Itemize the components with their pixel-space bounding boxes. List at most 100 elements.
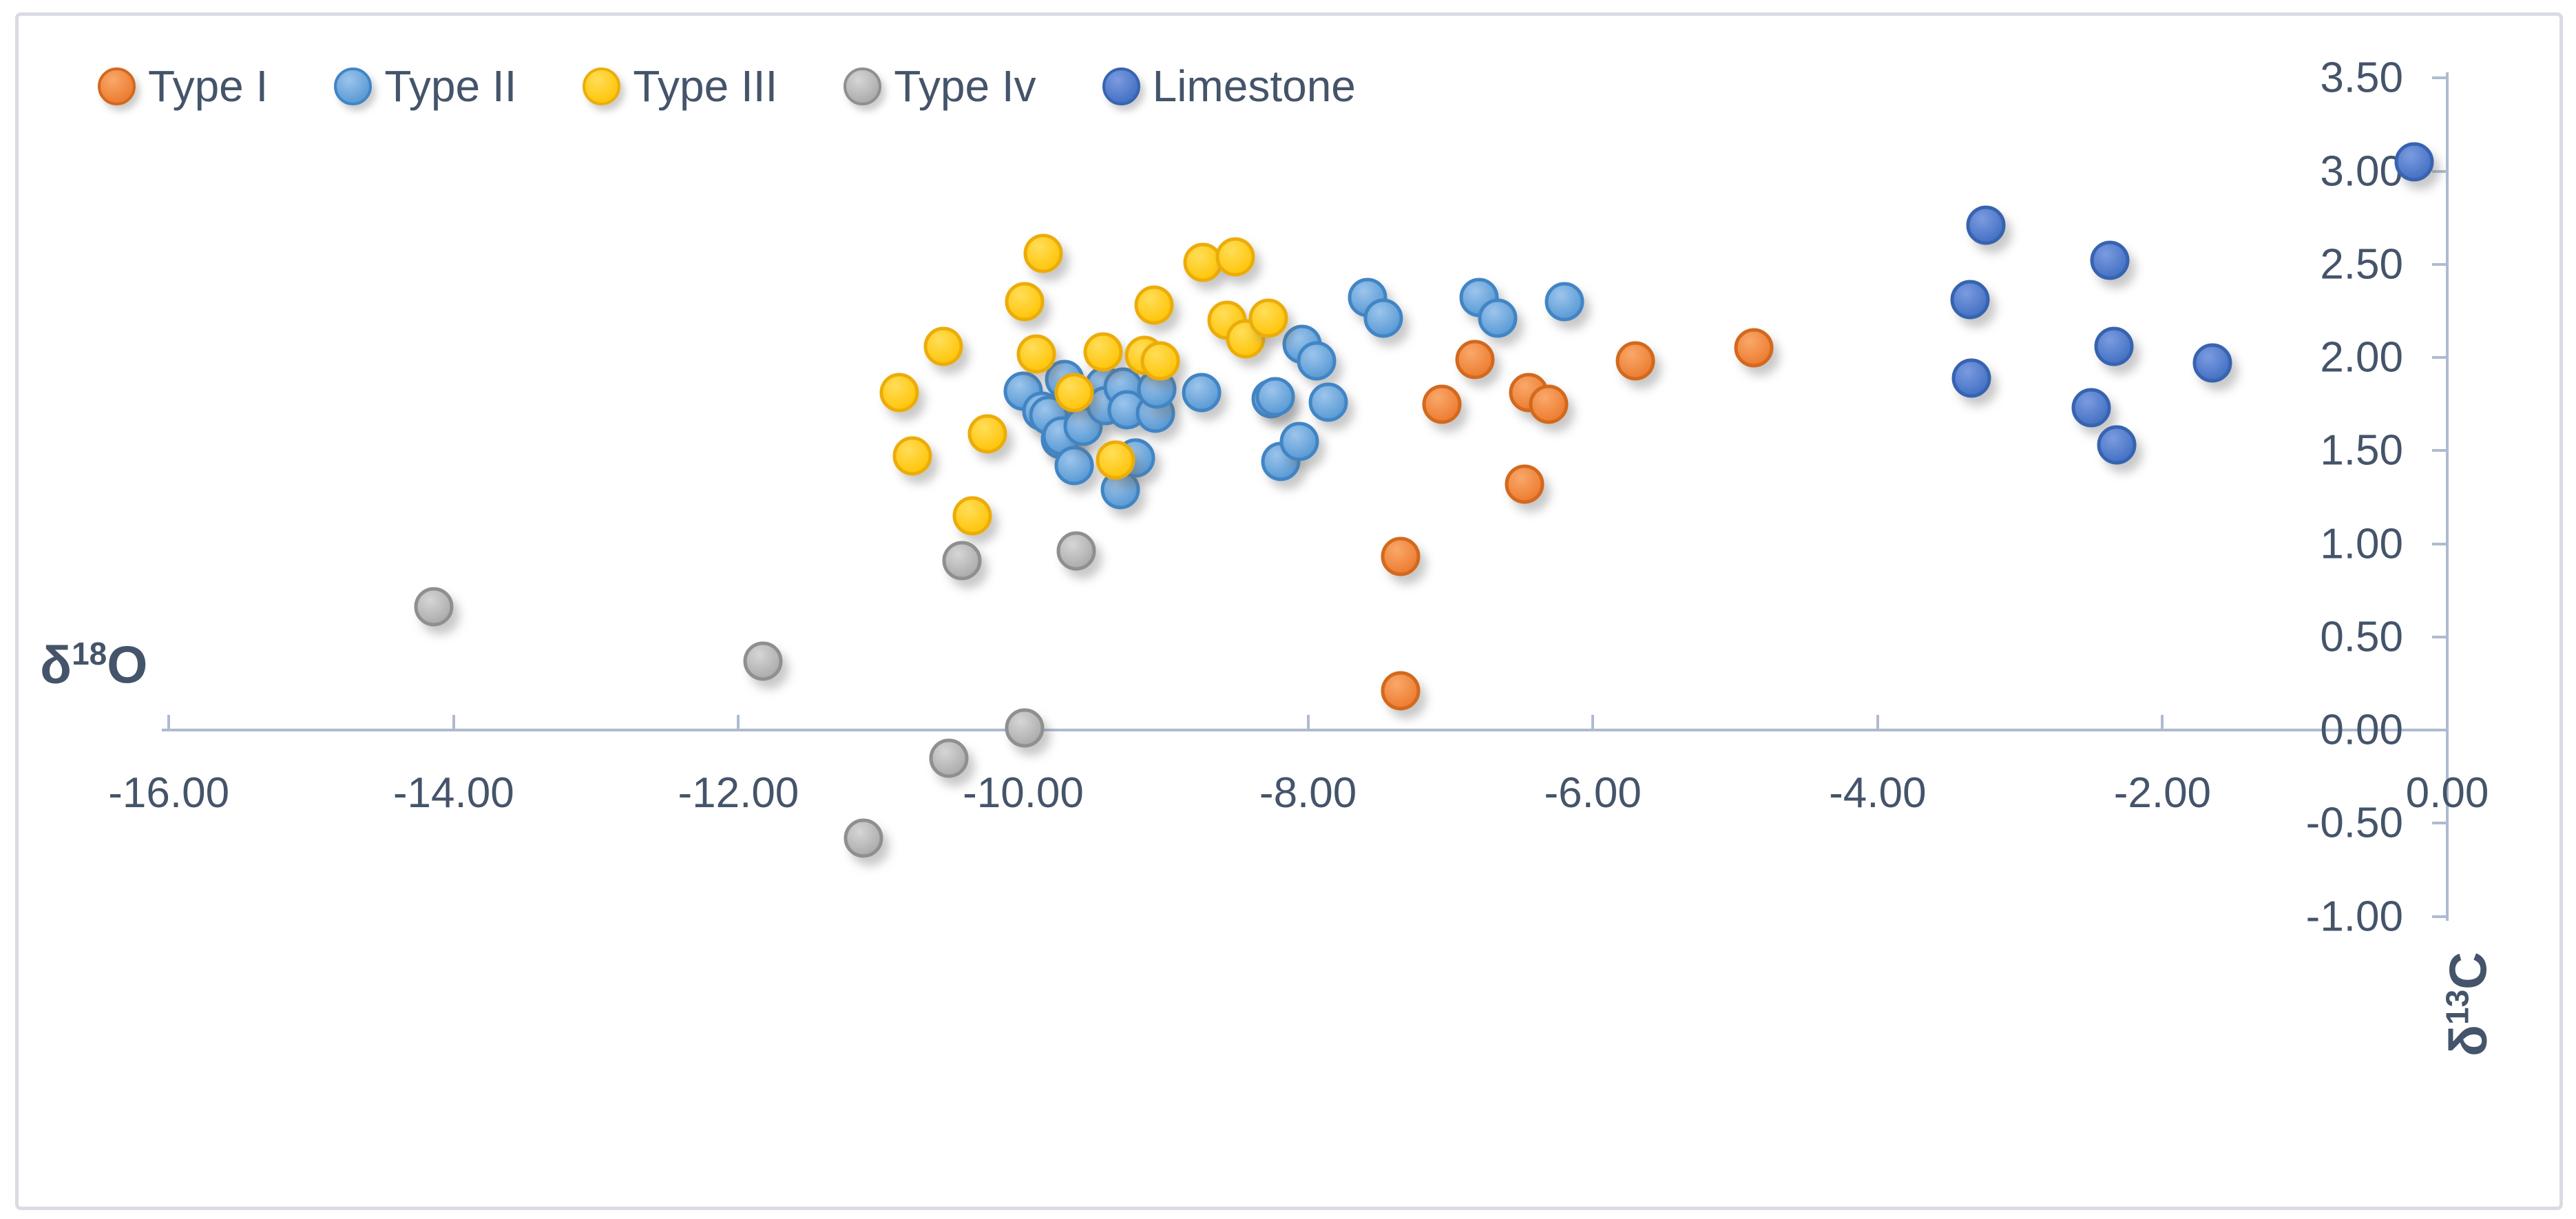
data-point-type-i[interactable] xyxy=(1381,536,1421,576)
x-axis-title-suffix: O xyxy=(107,636,148,695)
data-point-limestone[interactable] xyxy=(2192,343,2232,383)
data-point-type-ii[interactable] xyxy=(1308,382,1348,422)
data-point-type-ii[interactable] xyxy=(1279,421,1319,461)
data-point-type-iii[interactable] xyxy=(1083,332,1123,372)
legend-marker-icon xyxy=(98,67,136,105)
x-axis-tick xyxy=(167,715,171,730)
chart-legend: Type I Type II Type III Type Iv Limestone xyxy=(98,61,1356,112)
legend-marker-icon xyxy=(844,67,882,105)
data-point-type-ii[interactable] xyxy=(1544,282,1584,322)
data-point-type-ii[interactable] xyxy=(1054,446,1094,486)
x-axis-title: δ18O xyxy=(40,635,147,695)
y-axis-tick xyxy=(2432,356,2447,359)
data-point-type-iv[interactable] xyxy=(1005,708,1045,748)
y-axis-line xyxy=(2446,72,2449,921)
data-point-type-i[interactable] xyxy=(1422,384,1462,424)
data-point-type-iii[interactable] xyxy=(892,436,932,476)
data-point-type-iii[interactable] xyxy=(1248,298,1288,338)
legend-marker-icon xyxy=(583,67,621,105)
x-axis-tick-label: -4.00 xyxy=(1829,769,1927,817)
data-point-type-ii[interactable] xyxy=(1255,377,1295,417)
y-axis-tick xyxy=(2432,822,2447,825)
y-axis-title-sup: 13 xyxy=(2439,989,2475,1025)
y-axis-tick xyxy=(2432,729,2447,731)
legend-label: Limestone xyxy=(1152,61,1356,111)
data-point-type-iii[interactable] xyxy=(1215,237,1255,277)
legend-item-type-iii[interactable]: Type III xyxy=(583,61,777,112)
x-axis-title-sup: 18 xyxy=(72,636,107,671)
data-point-type-iii[interactable] xyxy=(1140,341,1180,381)
data-point-type-i[interactable] xyxy=(1734,328,1774,368)
x-axis-tick-label: -16.00 xyxy=(108,769,230,817)
data-point-type-i[interactable] xyxy=(1505,464,1544,504)
data-point-limestone[interactable] xyxy=(1951,358,1991,398)
data-point-type-ii[interactable] xyxy=(1363,298,1403,338)
data-point-limestone[interactable] xyxy=(2094,326,2134,366)
legend-marker-icon xyxy=(334,67,373,105)
x-axis-tick xyxy=(1876,715,1879,730)
data-point-type-iii[interactable] xyxy=(967,414,1007,454)
x-axis-tick xyxy=(1591,715,1595,730)
data-point-type-iv[interactable] xyxy=(743,641,783,681)
data-point-type-iv[interactable] xyxy=(844,818,883,858)
legend-marker-icon xyxy=(1102,67,1140,105)
data-point-type-i[interactable] xyxy=(1381,671,1421,711)
data-point-type-i[interactable] xyxy=(1615,341,1655,381)
data-point-type-ii[interactable] xyxy=(1478,298,1518,338)
data-point-type-ii[interactable] xyxy=(1297,341,1337,381)
data-point-type-iv[interactable] xyxy=(929,738,969,778)
x-axis-tick-label: -8.00 xyxy=(1259,769,1357,817)
y-axis-tick-label: 2.00 xyxy=(2320,333,2403,382)
y-axis-tick-label: 2.50 xyxy=(2320,240,2403,289)
data-point-type-iv[interactable] xyxy=(1056,531,1096,571)
y-axis-tick xyxy=(2432,76,2447,80)
legend-item-type-ii[interactable]: Type II xyxy=(334,61,516,112)
x-axis-tick xyxy=(1306,715,1310,730)
y-axis-tick-label: -1.00 xyxy=(2305,893,2403,940)
data-point-type-iii[interactable] xyxy=(923,326,963,366)
data-point-type-iii[interactable] xyxy=(1054,373,1094,413)
chart-border xyxy=(15,12,2563,1210)
y-axis-tick xyxy=(2432,915,2447,918)
data-point-limestone[interactable] xyxy=(2394,142,2434,182)
legend-label: Type II xyxy=(384,61,517,111)
x-axis-tick-label: -2.00 xyxy=(2113,769,2212,817)
y-axis-tick-label: 1.50 xyxy=(2320,426,2403,475)
y-axis-tick-label: 0.50 xyxy=(2320,613,2403,661)
y-axis-tick xyxy=(2432,449,2447,452)
y-axis-title-suffix: C xyxy=(2439,951,2498,990)
legend-label: Type III xyxy=(633,61,778,111)
data-point-type-iii[interactable] xyxy=(1005,282,1045,322)
data-point-type-iii[interactable] xyxy=(1096,440,1135,480)
x-axis-line xyxy=(162,729,2447,731)
legend-item-type-i[interactable]: Type I xyxy=(98,61,268,112)
data-point-type-iii[interactable] xyxy=(952,496,992,536)
data-point-type-i[interactable] xyxy=(1529,384,1569,424)
y-axis-tick-label: 3.00 xyxy=(2320,147,2403,195)
y-axis-tick xyxy=(2432,542,2447,545)
y-axis-tick xyxy=(2432,169,2447,173)
x-axis-tick xyxy=(452,715,455,730)
legend-item-type-iv[interactable]: Type Iv xyxy=(844,61,1036,112)
data-point-type-iv[interactable] xyxy=(414,587,454,627)
data-point-type-i[interactable] xyxy=(1455,340,1495,379)
data-point-limestone[interactable] xyxy=(2071,388,2111,428)
data-point-type-ii[interactable] xyxy=(1182,373,1221,413)
data-point-type-iii[interactable] xyxy=(1134,285,1174,325)
y-axis-tick-label: -0.50 xyxy=(2305,799,2403,847)
data-point-limestone[interactable] xyxy=(1950,280,1990,320)
x-axis-tick-label: 0.00 xyxy=(2405,769,2489,817)
data-point-type-iii[interactable] xyxy=(879,373,919,413)
y-axis-tick xyxy=(2432,635,2447,638)
y-axis-title-symbol: δ xyxy=(2439,1024,2498,1057)
data-point-type-iii[interactable] xyxy=(1023,233,1063,273)
legend-item-limestone[interactable]: Limestone xyxy=(1102,61,1356,112)
data-point-type-iii[interactable] xyxy=(1016,334,1056,374)
y-axis-title: δ13C xyxy=(2438,952,2498,1056)
data-point-limestone[interactable] xyxy=(1966,205,2006,245)
data-point-limestone[interactable] xyxy=(2090,240,2130,280)
y-axis-tick-label: 0.00 xyxy=(2320,706,2403,754)
data-point-limestone[interactable] xyxy=(2097,425,2137,465)
data-point-type-iv[interactable] xyxy=(942,541,982,581)
